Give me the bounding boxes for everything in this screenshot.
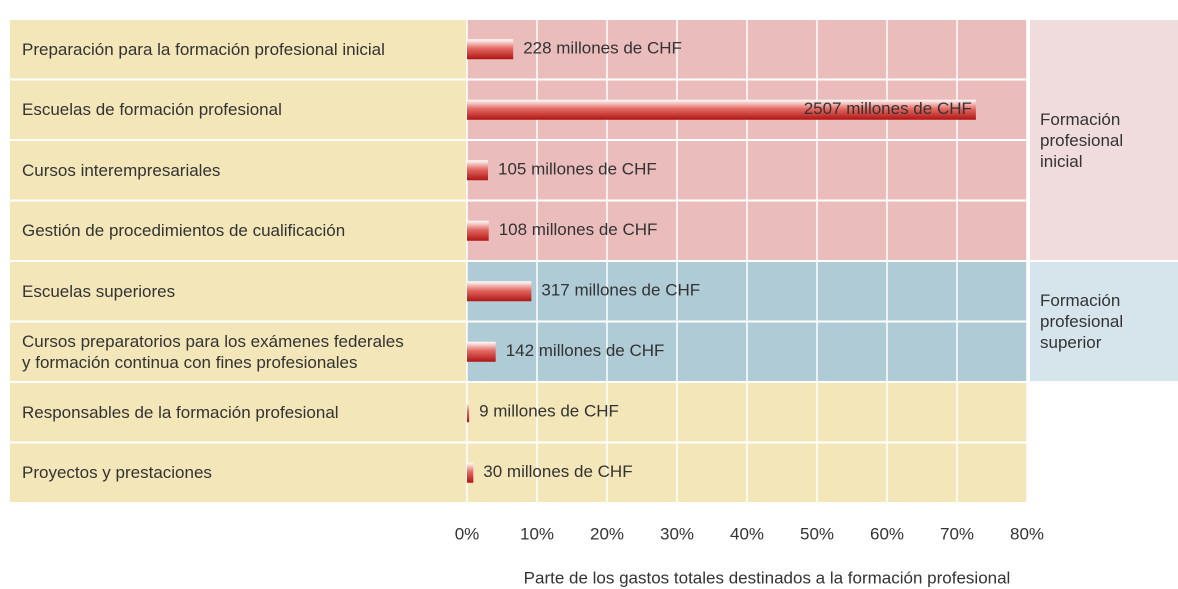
category-panel xyxy=(10,443,467,502)
group-label: Formación profesional superior xyxy=(1040,291,1124,352)
x-axis-label: Parte de los gastos totales destinados a… xyxy=(524,568,1011,587)
category-panel xyxy=(10,383,467,442)
x-tick-label: 30% xyxy=(660,524,694,543)
x-tick-label: 0% xyxy=(455,524,480,543)
category-label: Cursos interempresariales xyxy=(22,160,221,180)
bar xyxy=(467,39,514,60)
bar-annotation: 317 millones de CHF xyxy=(541,281,700,300)
bar-annotation: 142 millones de CHF xyxy=(506,341,665,360)
category-panel xyxy=(10,322,467,381)
bar-annotation: 228 millones de CHF xyxy=(523,39,682,58)
x-tick-label: 40% xyxy=(730,524,764,543)
x-tick-label: 10% xyxy=(520,524,554,543)
group-label: Formación profesional inicial xyxy=(1040,109,1124,171)
category-label: Responsables de la formación profesional xyxy=(22,402,339,422)
bar xyxy=(467,462,474,483)
bar-annotation: 108 millones de CHF xyxy=(499,220,658,239)
category-panel xyxy=(10,201,467,260)
category-panel xyxy=(10,80,467,139)
bar-annotation: 2507 millones de CHF xyxy=(804,99,972,118)
bar-annotation: 30 millones de CHF xyxy=(483,462,632,481)
group-panel xyxy=(1030,262,1178,381)
category-label: Cursos preparatorios para los exámenes f… xyxy=(22,331,404,372)
x-tick-label: 20% xyxy=(590,524,624,543)
bar-annotation: 9 millones de CHF xyxy=(479,402,619,421)
x-tick-label: 60% xyxy=(870,524,904,543)
bar xyxy=(467,402,470,423)
x-tick-label: 70% xyxy=(940,524,974,543)
bar-annotation: 105 millones de CHF xyxy=(498,160,657,179)
bar xyxy=(467,220,489,241)
x-tick-label: 80% xyxy=(1010,524,1044,543)
category-label: Gestión de procedimientos de cualificaci… xyxy=(22,221,346,241)
category-label: Escuelas superiores xyxy=(22,281,176,301)
group-panel xyxy=(1030,20,1178,260)
category-label: Preparación para la formación profesiona… xyxy=(22,39,385,59)
bar xyxy=(467,341,496,362)
x-tick-label: 50% xyxy=(800,524,834,543)
bar xyxy=(467,99,976,120)
category-panel xyxy=(10,262,467,321)
category-label: Escuelas de formación profesional xyxy=(22,100,282,120)
category-panel xyxy=(10,20,467,79)
bar xyxy=(467,281,532,302)
bar xyxy=(467,160,488,181)
category-label: Proyectos y prestaciones xyxy=(22,463,212,483)
category-panel xyxy=(10,141,467,200)
